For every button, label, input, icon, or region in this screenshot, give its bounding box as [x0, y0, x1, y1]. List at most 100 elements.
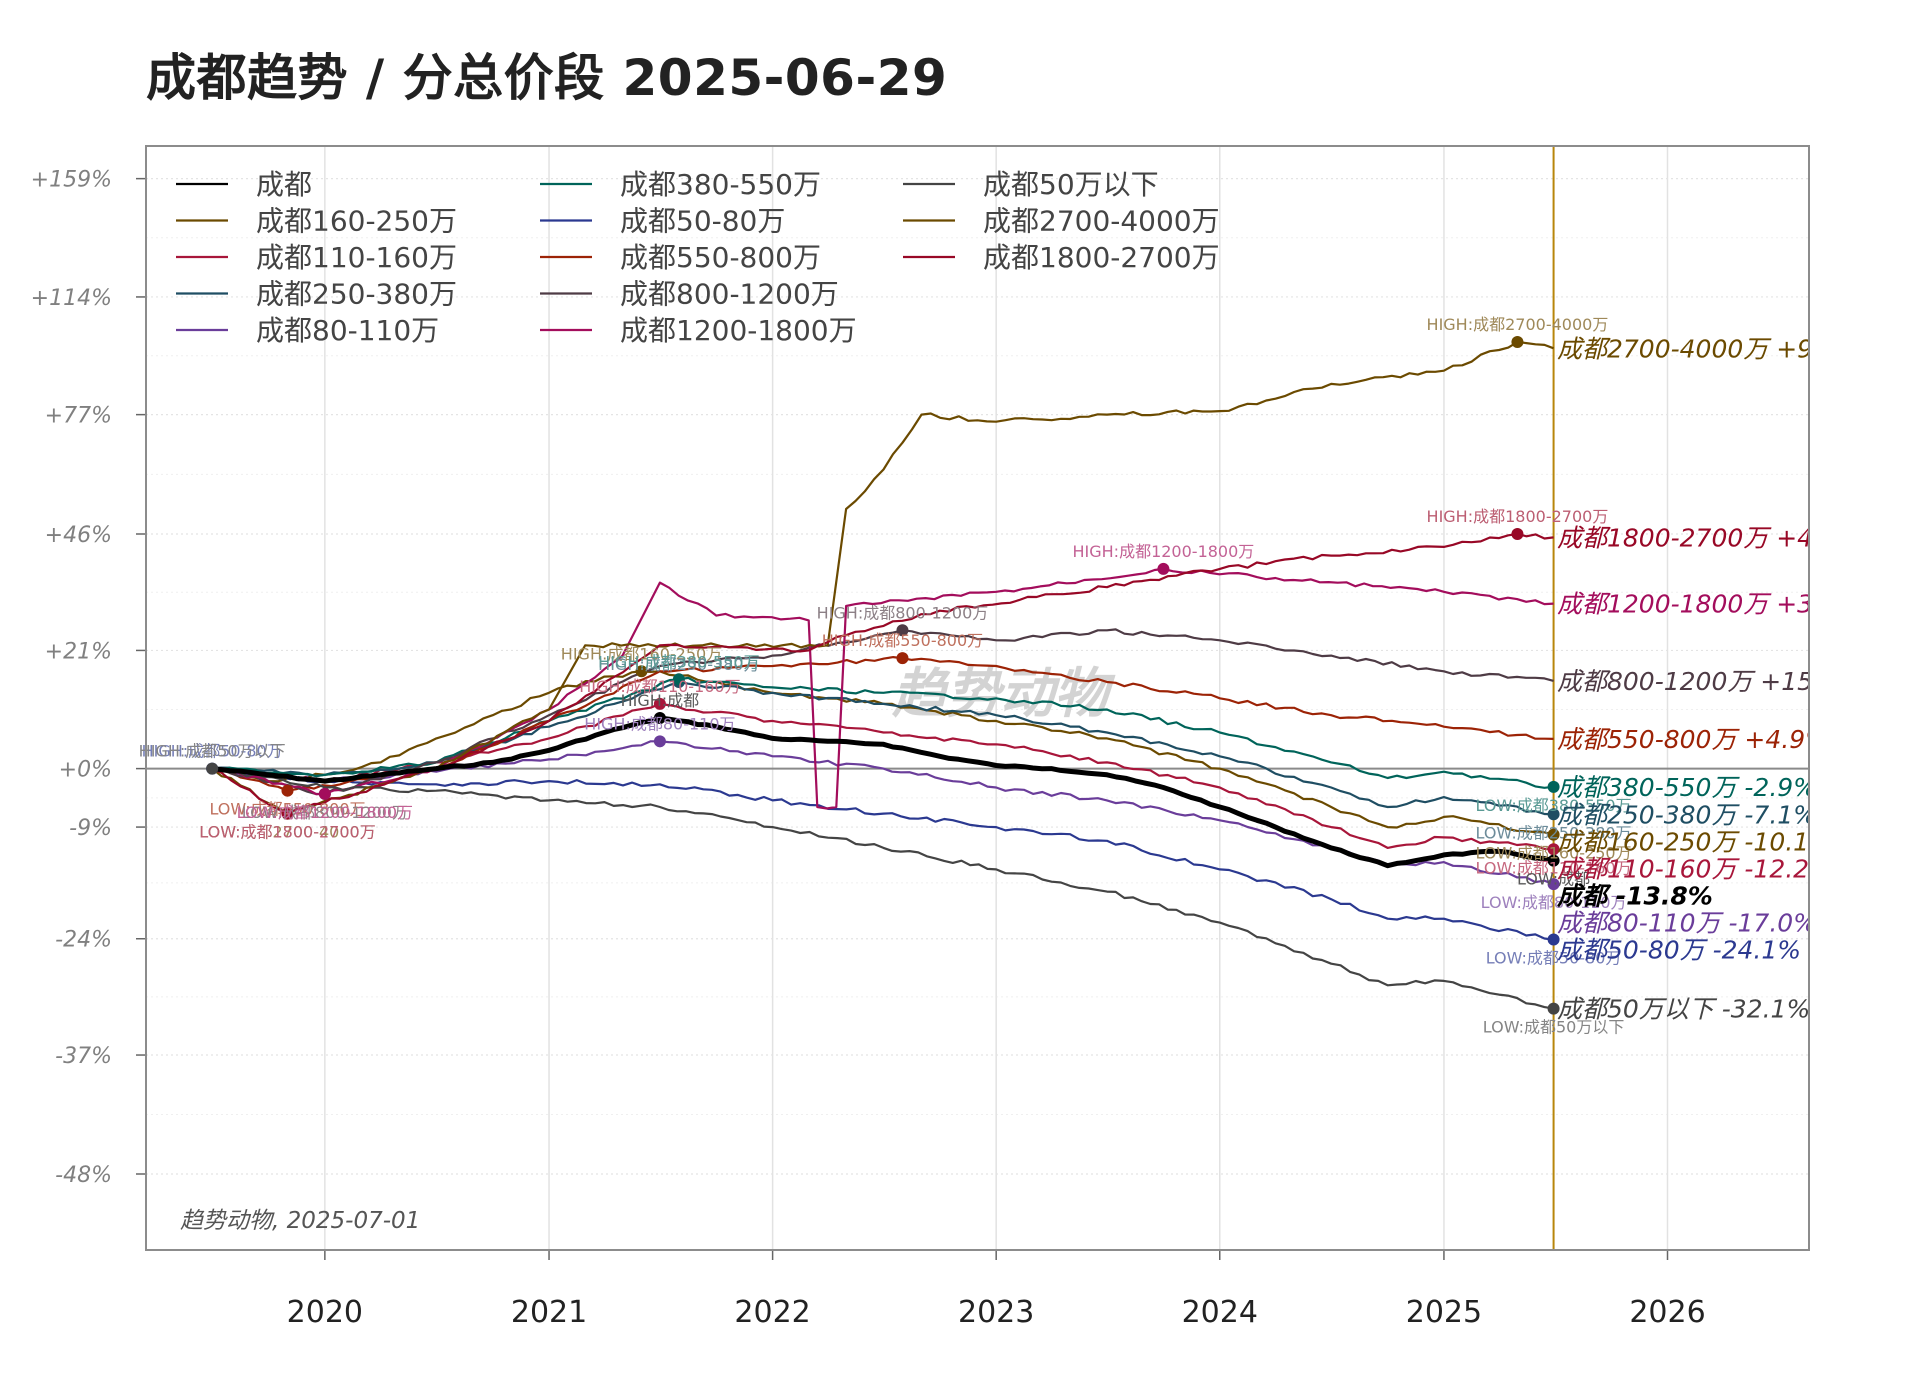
plot-frame [145, 145, 1810, 1251]
footnote: 趋势动物, 2025-07-01 [180, 1208, 420, 1234]
high-marker [206, 762, 219, 775]
high-label: HIGH:成都50-80万 [142, 742, 283, 761]
low-label: LOW:成都250-380万 [1476, 823, 1632, 842]
y-tick-label: +114% [31, 286, 112, 311]
series-line [211, 715, 1555, 869]
series-line [211, 767, 1554, 1010]
low-label: LOW:成都110-160万 [1476, 858, 1632, 877]
legend-label: 成都800-1200万 [620, 278, 839, 311]
legend: 成都成都160-250万成都110-160万成都250-380万成都80-110… [176, 168, 1220, 347]
legend-label: 成都380-550万 [620, 168, 821, 201]
y-tick-label: +159% [31, 168, 112, 193]
low-marker [1547, 878, 1560, 891]
high-marker [653, 712, 666, 725]
high-marker [1511, 336, 1524, 349]
legend-label: 成都50万以下 [983, 168, 1159, 201]
end-labels: 成都2700-4000万 +97.0% 成都1800-2700万 +45.2% 成都… [1556, 334, 1877, 1024]
series-line [211, 767, 1554, 941]
legend-item: 成都550-800万 [540, 241, 821, 274]
low-label: LOW:成都550-800万 [209, 800, 365, 819]
high-marker [635, 665, 648, 678]
low-marker [1547, 843, 1560, 856]
end-label: 成都550-800万 +4.9% [1557, 725, 1829, 754]
low-marker [1547, 828, 1560, 841]
high-label: HIGH:成都550-800万 [822, 631, 983, 650]
high-label: HIGH:成都50万以下 [139, 742, 286, 761]
series-line [211, 670, 1554, 836]
legend-item: 成都50-80万 [540, 205, 785, 238]
series-line [212, 628, 1554, 796]
end-label: 成都50万以下 -32.1% [1557, 995, 1810, 1024]
low-label: LOW:成都80-110万 [1481, 893, 1627, 912]
series-line [211, 702, 1554, 851]
low-marker [1547, 808, 1560, 821]
y-tick-label: -9% [69, 816, 112, 841]
legend-label: 成都550-800万 [620, 241, 821, 274]
legend-label: 成都1200-1800万 [620, 314, 857, 347]
end-label: 成都 -13.8% [1556, 881, 1713, 910]
low-label: LOW:成都160-250万 [1476, 844, 1632, 863]
high-marker [672, 673, 685, 686]
high-marker [896, 624, 909, 637]
y-tick-label: -37% [55, 1044, 112, 1069]
x-tick-label: 2023 [958, 1295, 1034, 1330]
low-marker [318, 787, 331, 800]
low-marker [1547, 933, 1560, 946]
low-label: LOW:成都1800-2700万 [199, 823, 375, 842]
high-label: HIGH:成都110-160万 [579, 677, 740, 696]
low-marker [1547, 780, 1560, 793]
legend-label: 成都 [256, 168, 312, 201]
end-label: 成都160-250万 -10.1% [1557, 827, 1833, 856]
low-marker [1547, 854, 1560, 867]
high-label: HIGH:成都1200-1800万 [1073, 542, 1255, 561]
low-marker [281, 784, 294, 797]
low-label: LOW:成都50-80万 [1486, 949, 1622, 968]
high-label: HIGH:成都250-380万 [598, 655, 759, 674]
legend-item: 成都50万以下 [903, 168, 1159, 201]
legend-item: 成都 [176, 168, 312, 201]
end-label: 成都110-160万 -12.2% [1557, 854, 1833, 883]
end-label: 成都50-80万 -24.1% [1557, 935, 1801, 964]
legend-item: 成都160-250万 [176, 205, 457, 238]
y-tick-label: +77% [45, 404, 112, 429]
x-tick-label: 2022 [734, 1295, 810, 1330]
end-label: 成都800-1200万 +15.2% [1557, 667, 1861, 696]
high-label: HIGH:成都2700-4000万 [1427, 315, 1609, 334]
legend-label: 成都80-110万 [256, 314, 439, 347]
series-layer [211, 340, 1555, 1010]
legend-label: 成都2700-4000万 [983, 205, 1220, 238]
low-label: LOW:成都1200-1800万 [237, 803, 413, 822]
legend-item: 成都1200-1800万 [540, 314, 857, 347]
x-tick-label: 2020 [287, 1295, 363, 1330]
y-tick-label: +46% [45, 523, 112, 548]
high-label: HIGH:成都 [621, 691, 700, 710]
legend-item: 成都380-550万 [540, 168, 821, 201]
legend-item: 成都800-1200万 [540, 278, 839, 311]
legend-item: 成都250-380万 [176, 278, 457, 311]
low-label: LOW:成都380-550万 [1476, 796, 1632, 815]
x-tick-label: 2026 [1629, 1295, 1705, 1330]
legend-label: 成都1800-2700万 [983, 241, 1220, 274]
axis-layer: +159% +114% +77% +46% +21% +0% -9% -24% -37% -48%… [31, 168, 1706, 1330]
x-tick-label: 2025 [1406, 1295, 1482, 1330]
legend-label: 成都110-160万 [256, 241, 457, 274]
chart-title: 成都趋势 / 分总价段 2025-06-29 [146, 49, 948, 107]
high-marker [653, 697, 666, 710]
high-label: HIGH:成都160-250万 [561, 644, 722, 663]
legend-item: 成都2700-4000万 [903, 205, 1220, 238]
high-marker [1511, 527, 1524, 540]
low-label: LOW:成都50万以下 [1483, 1018, 1625, 1037]
high-label: HIGH:成都1800-2700万 [1427, 507, 1609, 526]
legend-label: 成都250-380万 [256, 278, 457, 311]
label-layer: HIGH:成都160-250万 LOW:成都160-250万 HIGH:成都110-… [139, 315, 1877, 1037]
high-label: HIGH:成都380-550万 [598, 652, 759, 671]
high-marker [1157, 562, 1170, 575]
high-marker [896, 652, 909, 665]
high-label: HIGH:成都800-1200万 [817, 603, 989, 622]
legend-item: 成都1800-2700万 [903, 241, 1220, 274]
y-tick-label: +0% [59, 758, 112, 783]
end-label: 成都1200-1800万 +30.5% [1557, 590, 1877, 619]
end-label: 成都80-110万 -17.0% [1557, 908, 1817, 937]
legend-label: 成都50-80万 [620, 205, 785, 238]
